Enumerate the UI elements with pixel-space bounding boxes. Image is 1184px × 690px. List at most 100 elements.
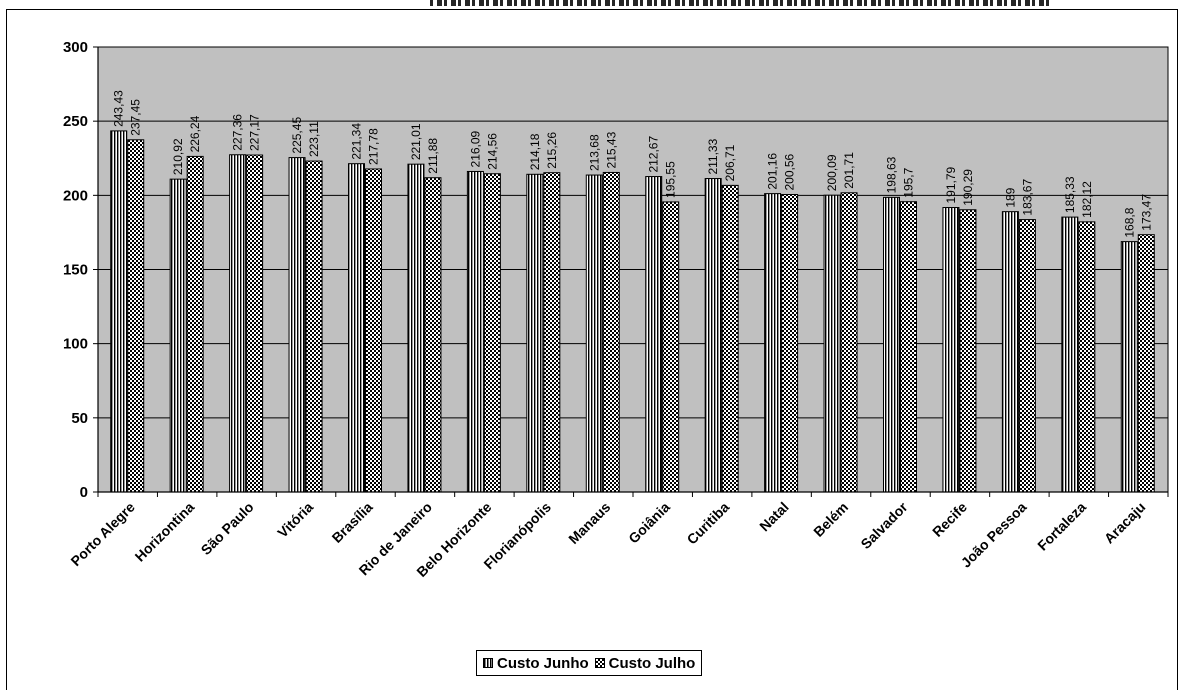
bar (305, 160, 323, 493)
data-label: 210,92 (171, 138, 185, 175)
data-label: 211,88 (426, 138, 440, 174)
data-label: 223,11 (307, 121, 321, 157)
x-tick-label: Goiânia (625, 499, 673, 547)
data-label: 214,56 (485, 133, 499, 170)
data-label: 237,45 (129, 99, 143, 136)
bar (1001, 211, 1019, 493)
data-label: 221,34 (350, 123, 364, 160)
bar (229, 154, 247, 493)
x-tick-label: São Paulo (198, 499, 257, 558)
x-tick-label: Belém (810, 499, 851, 540)
data-label: 185,33 (1063, 176, 1077, 213)
data-label: 214,18 (528, 133, 542, 170)
bar (483, 173, 501, 493)
data-label: 183,67 (1020, 179, 1034, 216)
gridlines (98, 120, 1168, 419)
bar (585, 174, 603, 493)
data-label: 226,24 (188, 115, 202, 152)
bar (526, 173, 544, 493)
bar (1120, 241, 1138, 493)
data-label: 227,17 (248, 114, 262, 151)
bar (110, 130, 128, 493)
bar (424, 177, 442, 493)
bar (662, 201, 680, 493)
bar (781, 194, 799, 493)
bar (365, 168, 382, 493)
x-tick-label: Horizontina (132, 499, 198, 565)
legend-label-julho: Custo Julho (608, 654, 696, 672)
legend-item-julho: Custo Julho (594, 654, 696, 672)
data-label: 190,29 (961, 169, 975, 206)
bar (127, 139, 145, 493)
cropped-title-fragment (430, 0, 1050, 6)
bar (186, 155, 204, 493)
data-label: 215,26 (545, 132, 559, 169)
data-label: 206,71 (723, 144, 737, 181)
y-tick-label: 300 (63, 39, 88, 56)
y-tick-label: 100 (63, 336, 88, 353)
y-tick-label: 50 (71, 410, 88, 427)
data-label: 221,01 (409, 123, 423, 160)
legend-item-junho: Custo Junho (483, 655, 589, 672)
data-label: 211,33 (706, 138, 720, 174)
x-tick-label: Porto Alegre (67, 499, 138, 570)
x-tick-label: Curitiba (684, 499, 733, 548)
bar (169, 178, 187, 493)
bar (246, 154, 264, 493)
x-tick-label: Vitória (274, 499, 316, 541)
data-label: 173,47 (1139, 194, 1153, 231)
data-label: 201,16 (766, 153, 780, 190)
bar (764, 193, 782, 493)
legend-swatch-julho (594, 658, 605, 668)
bar (840, 192, 858, 493)
y-axis-ticks: 0 50 100 150 200 250 300 (63, 39, 98, 501)
bar (721, 184, 739, 493)
bar (602, 171, 620, 493)
bar (704, 178, 722, 493)
bar (1018, 219, 1036, 493)
x-tick-label: Fortaleza (1034, 499, 1089, 554)
x-tick-label: Brasília (329, 499, 376, 546)
data-label: 201,71 (842, 152, 856, 189)
bar (1078, 221, 1096, 493)
data-label: 215,43 (604, 131, 618, 168)
x-tick-label: Manaus (565, 499, 613, 547)
y-tick-label: 200 (63, 187, 88, 204)
bar (823, 194, 841, 493)
data-label: 191,79 (944, 166, 958, 203)
y-tick-label: 150 (63, 262, 88, 279)
data-label: 213,68 (587, 134, 601, 171)
legend: Custo Junho Custo Julho (476, 650, 703, 676)
data-label: 195,55 (664, 161, 678, 198)
bar (942, 207, 960, 493)
cropped-title-strip (0, 0, 1184, 9)
data-label: 227,36 (231, 114, 245, 151)
x-tick-label: Salvador (857, 498, 911, 552)
x-tick-label: Aracaju (1101, 499, 1149, 547)
bar (407, 163, 425, 493)
bar (1137, 234, 1155, 493)
x-tick-label: Recife (929, 499, 970, 540)
data-label: 243,43 (112, 90, 126, 127)
data-label: 225,45 (290, 117, 304, 154)
bar (883, 196, 900, 493)
data-label: 198,63 (885, 156, 899, 193)
data-label: 217,78 (367, 128, 381, 165)
y-tick-label: 0 (80, 484, 88, 501)
bar (900, 201, 917, 493)
bar (1061, 216, 1079, 493)
bar (645, 176, 663, 493)
data-label: 189 (1003, 187, 1017, 207)
data-label: 168,8 (1122, 207, 1136, 237)
data-label: 200,56 (783, 153, 797, 190)
data-label: 216,09 (468, 130, 482, 167)
bar (959, 209, 977, 493)
bar (466, 170, 484, 493)
bar (288, 157, 306, 493)
bar (348, 163, 365, 493)
data-label: 200,09 (825, 154, 839, 191)
data-label: 212,67 (647, 136, 661, 173)
